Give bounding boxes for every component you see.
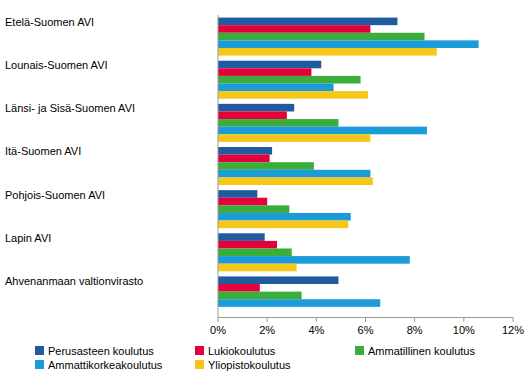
- bar: [218, 221, 348, 229]
- legend-swatch: [195, 360, 204, 369]
- bar: [218, 25, 370, 33]
- bar: [218, 284, 260, 292]
- bar: [218, 147, 272, 155]
- bar: [218, 48, 437, 56]
- category-label: Pohjois-Suomen AVI: [5, 189, 105, 201]
- x-tick-label: 10%: [453, 324, 475, 336]
- legend-swatch: [355, 346, 364, 355]
- legend-swatch: [35, 360, 44, 369]
- bar: [218, 241, 277, 249]
- bar: [218, 233, 265, 241]
- bar: [218, 61, 321, 69]
- bar: [218, 248, 292, 256]
- bar: [218, 177, 373, 185]
- legend-label: Ammatillinen koulutus: [368, 345, 475, 357]
- legend-label: Ammattikorkeakoulutus: [48, 359, 163, 371]
- x-tick-label: 0%: [210, 324, 226, 336]
- bar: [218, 134, 370, 142]
- chart: Etelä-Suomen AVI Lounais-Suomen AVI Länsi-…: [0, 0, 530, 378]
- x-tick: [365, 317, 366, 322]
- bar: [218, 205, 289, 213]
- y-axis-line: [218, 15, 219, 317]
- category-label: Ahvenanmaan valtionvirasto: [5, 275, 143, 287]
- bar: [218, 213, 351, 221]
- bar: [218, 127, 427, 135]
- legend-swatch: [35, 346, 44, 355]
- x-tick: [513, 317, 514, 322]
- category-label: Lounais-Suomen AVI: [5, 59, 108, 71]
- bars: [218, 18, 479, 307]
- bar: [218, 119, 338, 127]
- bar: [218, 91, 368, 99]
- category-label: Lapin AVI: [5, 232, 51, 244]
- bar: [218, 256, 410, 264]
- bar: [218, 292, 302, 300]
- x-tick: [463, 317, 464, 322]
- bar: [218, 276, 338, 284]
- category-label: Itä-Suomen AVI: [5, 145, 81, 157]
- x-tick: [414, 317, 415, 322]
- x-tick: [218, 317, 219, 322]
- bar: [218, 170, 370, 178]
- legend-swatch: [195, 346, 204, 355]
- x-tick: [267, 317, 268, 322]
- bar: [218, 68, 311, 76]
- bar: [218, 40, 479, 48]
- bar: [218, 33, 425, 41]
- x-tick-label: 2%: [259, 324, 275, 336]
- x-tick-label: 8%: [407, 324, 423, 336]
- bar: [218, 264, 297, 272]
- bar: [218, 84, 334, 92]
- category-label: Etelä-Suomen AVI: [5, 16, 94, 28]
- bar: [218, 111, 287, 119]
- legend-label: Perusasteen koulutus: [48, 345, 154, 357]
- bar: [218, 162, 314, 170]
- x-tick-label: 6%: [358, 324, 374, 336]
- legend-label: Yliopistokoulutus: [208, 359, 291, 371]
- bar: [218, 18, 397, 26]
- bar: [218, 155, 270, 163]
- x-tick-label: 12%: [502, 324, 524, 336]
- x-tick: [316, 317, 317, 322]
- category-label: Länsi- ja Sisä-Suomen AVI: [5, 102, 135, 114]
- bar: [218, 104, 294, 112]
- legend-label: Lukiokoulutus: [208, 345, 276, 357]
- x-tick-label: 4%: [308, 324, 324, 336]
- bar: [218, 299, 380, 307]
- bar: [218, 76, 361, 84]
- bar: [218, 190, 257, 198]
- bar: [218, 198, 267, 206]
